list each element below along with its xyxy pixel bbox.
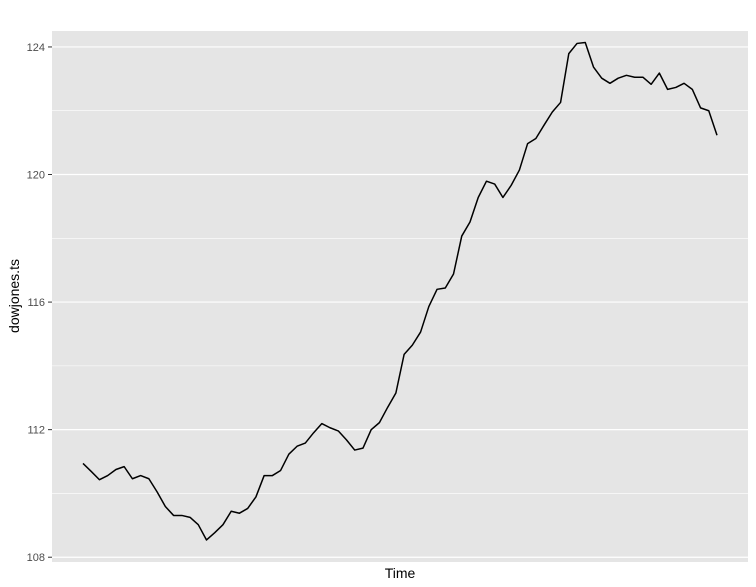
y-tick-label: 120 [27,170,45,182]
y-tick-label: 112 [27,425,45,437]
major-gridlines [52,46,748,558]
y-tick-label: 108 [27,552,45,564]
y-axis-ticks [48,46,52,558]
y-tick-label: 116 [27,297,45,309]
y-axis-tick-labels: 108 112 116 120 124 [27,42,45,564]
minor-gridlines [52,110,748,494]
series-line-dowjones [82,41,718,541]
plot-panel [52,31,748,562]
y-axis-title: dowjones.ts [6,259,22,333]
y-tick-label: 124 [27,42,45,54]
x-axis-title: Time [385,565,416,581]
